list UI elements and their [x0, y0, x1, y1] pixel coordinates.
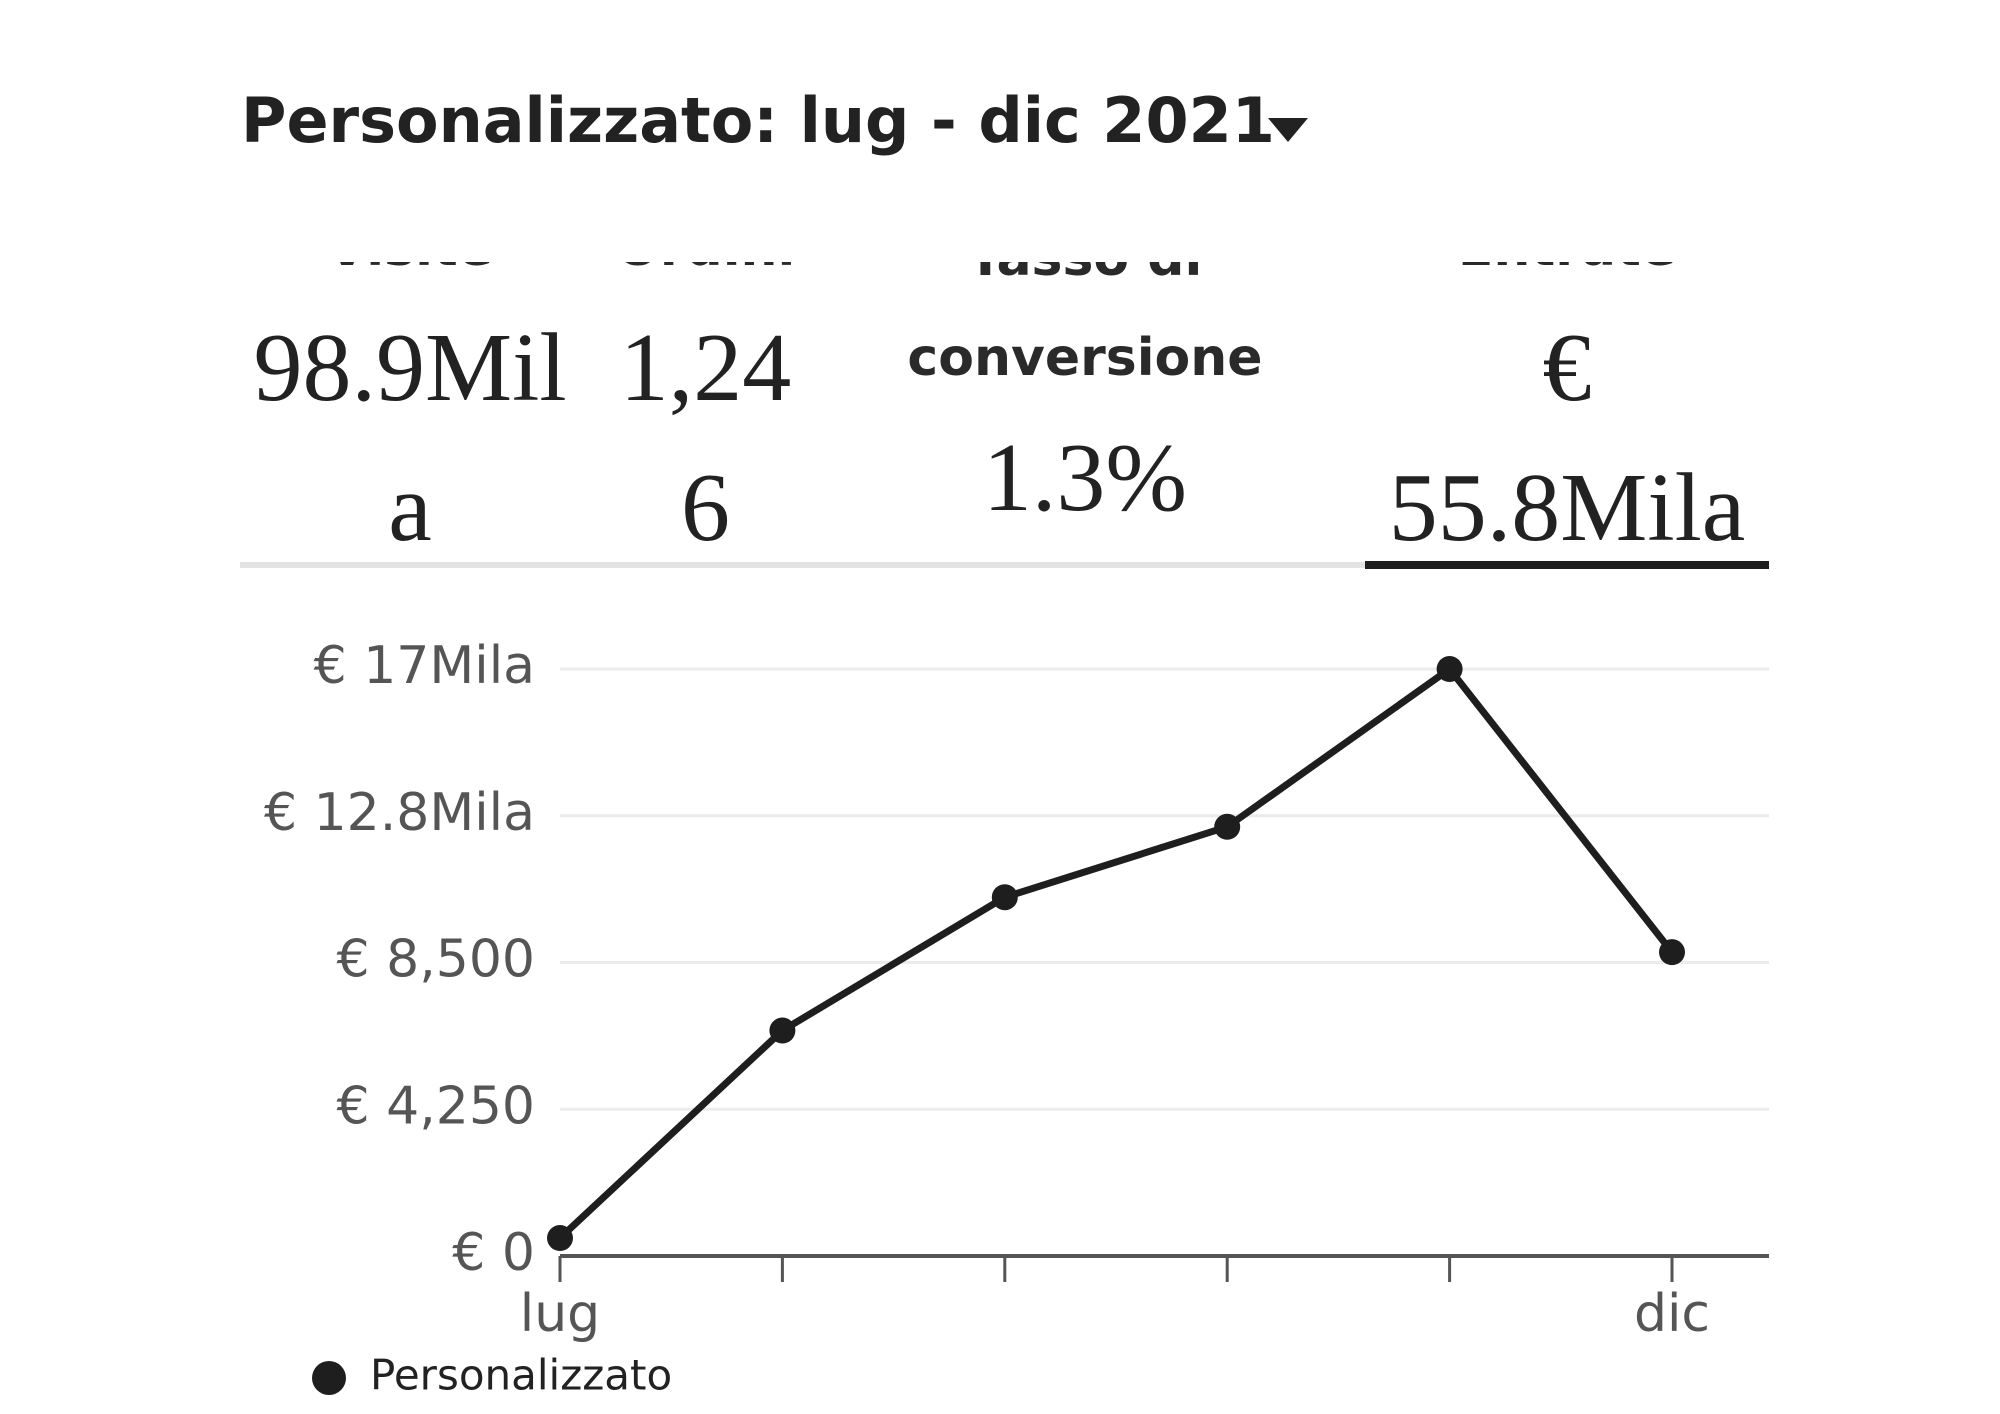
stat[interactable]: Tasso di conversione 1.3%: [880, 262, 1290, 572]
y-tick-label: € 0: [452, 1223, 535, 1283]
stat-value: 1,246: [619, 314, 792, 562]
active-tab-underline: [1365, 561, 1769, 569]
data-point: [769, 1017, 796, 1044]
data-point: [1214, 813, 1241, 840]
stat[interactable]: Visite 98.9Mila: [235, 262, 585, 572]
tab-rule: [240, 562, 1769, 568]
stat[interactable]: Ordini 1,246: [608, 262, 803, 572]
dropdown-caret[interactable]: [1268, 118, 1308, 142]
legend-marker: [312, 1361, 346, 1395]
stat-value: 1.3%: [982, 424, 1188, 532]
y-tick-label: € 8,500: [337, 930, 535, 990]
y-tick-label: € 4,250: [337, 1076, 535, 1136]
data-point: [1659, 939, 1685, 966]
stat-label: Visite: [327, 262, 493, 298]
stat[interactable]: Entrate € 55.8Mila: [1365, 262, 1769, 572]
stat-label: Entrate: [1458, 262, 1676, 298]
y-tick-label: € 17Mila: [314, 636, 535, 696]
stat-value: 98.9Mila: [253, 314, 567, 562]
x-tick-label: lug: [520, 1284, 600, 1344]
legend-label: Personalizzato: [370, 1351, 672, 1400]
data-point: [1436, 656, 1463, 682]
date-range-title[interactable]: Personalizzato: lug - dic 2021: [241, 84, 1275, 157]
x-tick-label: dic: [1634, 1284, 1710, 1344]
data-point: [991, 884, 1018, 911]
stat-value: € 55.8Mila: [1388, 314, 1746, 562]
stats: Visite 98.9Mila Ordini 1,246 Tasso di conv…: [0, 262, 2000, 572]
y-tick-label: € 12.8Mila: [264, 783, 535, 843]
series-line: [557, 665, 1675, 1241]
stat-label: Ordini: [616, 262, 796, 298]
stat-label: Tasso di conversione: [907, 262, 1263, 388]
data-point: [547, 1225, 573, 1252]
